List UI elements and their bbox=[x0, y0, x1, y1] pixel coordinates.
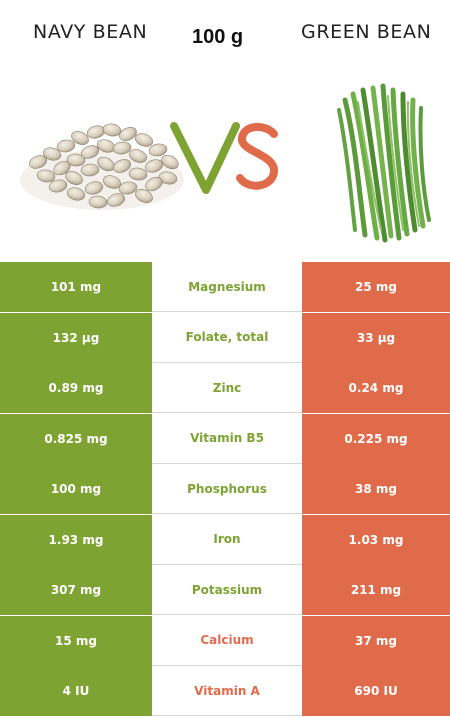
serving-amount: 100 g bbox=[192, 26, 244, 48]
right-value: 25 mg bbox=[302, 262, 450, 312]
left-value: 0.825 mg bbox=[0, 413, 152, 464]
table-row: 307 mg Potassium 211 mg bbox=[0, 565, 450, 615]
right-value: 38 mg bbox=[302, 464, 450, 514]
table-row: 15 mg Calcium 37 mg bbox=[0, 615, 450, 666]
green-bean-bundle-image bbox=[337, 83, 431, 243]
right-value: 37 mg bbox=[302, 615, 450, 666]
table-row: 0.825 mg Vitamin B5 0.225 mg bbox=[0, 413, 450, 464]
right-value: 0.225 mg bbox=[302, 413, 450, 464]
nutrient-name: Vitamin A bbox=[152, 666, 302, 716]
right-value: 211 mg bbox=[302, 565, 450, 615]
table-row: 1.93 mg Iron 1.03 mg bbox=[0, 514, 450, 565]
nutrient-name: Vitamin B5 bbox=[152, 413, 302, 464]
nutrient-name: Iron bbox=[152, 514, 302, 565]
left-value: 100 mg bbox=[0, 464, 152, 514]
right-value: 0.24 mg bbox=[302, 363, 450, 413]
nutrient-comparison-table: 101 mg Magnesium 25 mg 132 µg Folate, to… bbox=[0, 262, 450, 717]
comparison-header: NAVY BEAN 100 g GREEN BEAN bbox=[0, 0, 450, 262]
nutrient-name: Zinc bbox=[152, 363, 302, 413]
left-value: 15 mg bbox=[0, 615, 152, 666]
left-value: 307 mg bbox=[0, 565, 152, 615]
right-food-name: GREEN BEAN bbox=[301, 21, 432, 43]
vs-mark bbox=[170, 122, 278, 194]
table-row: 101 mg Magnesium 25 mg bbox=[0, 262, 450, 312]
nutrient-name: Phosphorus bbox=[152, 464, 302, 514]
nutrient-name: Magnesium bbox=[152, 262, 302, 312]
right-value: 1.03 mg bbox=[302, 514, 450, 565]
nutrient-name: Calcium bbox=[152, 615, 302, 666]
table-row: 100 mg Phosphorus 38 mg bbox=[0, 464, 450, 514]
left-value: 132 µg bbox=[0, 312, 152, 363]
right-value: 33 µg bbox=[302, 312, 450, 363]
left-value: 0.89 mg bbox=[0, 363, 152, 413]
left-food-name: NAVY BEAN bbox=[33, 21, 148, 43]
vs-letter-v bbox=[170, 122, 240, 194]
left-value: 101 mg bbox=[0, 262, 152, 312]
table-row: 0.89 mg Zinc 0.24 mg bbox=[0, 363, 450, 413]
left-value: 1.93 mg bbox=[0, 514, 152, 565]
right-value: 690 IU bbox=[302, 666, 450, 716]
nutrient-name: Potassium bbox=[152, 565, 302, 615]
left-value: 4 IU bbox=[0, 666, 152, 716]
vs-letter-s bbox=[236, 123, 278, 190]
table-row: 4 IU Vitamin A 690 IU bbox=[0, 666, 450, 716]
nutrient-name: Folate, total bbox=[152, 312, 302, 363]
navy-bean-pile-image bbox=[20, 123, 184, 210]
table-row: 132 µg Folate, total 33 µg bbox=[0, 312, 450, 363]
